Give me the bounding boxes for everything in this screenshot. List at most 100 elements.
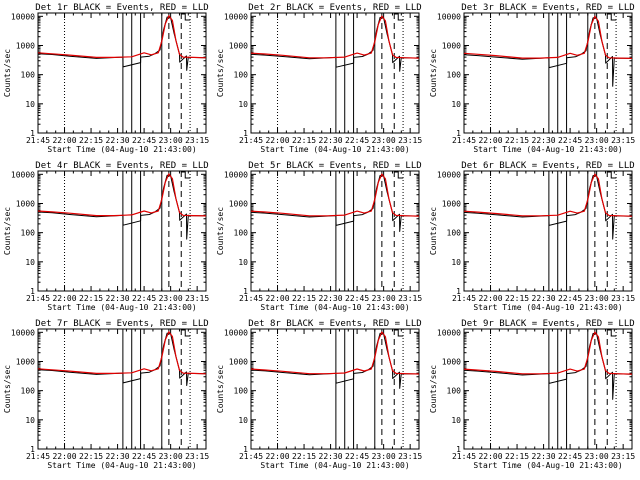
x-tick-label: 22:00	[478, 136, 502, 145]
x-tick-label: 22:15	[505, 294, 529, 303]
x-tick-label: 21:45	[26, 294, 50, 303]
x-tick-label: 23:15	[398, 294, 422, 303]
y-tick-label: 100	[234, 71, 249, 80]
x-tick-label: 21:45	[452, 136, 476, 145]
plot-frame	[463, 328, 633, 450]
y-tick-label: 1000	[16, 357, 35, 366]
x-tick-label: 22:45	[132, 294, 156, 303]
x-tick-label: 21:45	[239, 294, 263, 303]
y-tick-label: 100	[447, 229, 462, 238]
state-bracket	[181, 171, 191, 179]
x-tick-label: 23:00	[159, 452, 183, 461]
panel-title: Det 7r BLACK = Events, RED = LLD	[35, 319, 208, 329]
x-tick-label: 22:45	[558, 294, 582, 303]
y-tick-label: 10	[238, 416, 248, 425]
x-tick-label: 22:00	[478, 294, 502, 303]
plot-frame	[250, 328, 420, 450]
x-tick-label: 23:15	[611, 294, 635, 303]
x-tick-label: 23:00	[585, 136, 609, 145]
y-tick-label: 10	[25, 258, 35, 267]
x-tick-label: 22:30	[319, 294, 343, 303]
x-tick-label: 22:00	[52, 294, 76, 303]
state-bracket	[394, 329, 404, 337]
state-bracket	[394, 171, 404, 179]
y-tick-label: 100	[234, 387, 249, 396]
x-axis-label: Start Time (04-Aug-10 21:43:00)	[473, 145, 622, 154]
lld-series-line	[463, 331, 633, 375]
panel-7: Det 7r BLACK = Events, RED = LLD 1 10 100 10…	[3, 319, 209, 470]
x-tick-label: 23:00	[372, 136, 396, 145]
x-tick-label: 22:30	[106, 452, 130, 461]
x-tick-label: 23:00	[372, 294, 396, 303]
state-bracket	[394, 13, 404, 21]
x-axis-label: Start Time (04-Aug-10 21:43:00)	[260, 303, 409, 312]
x-tick-label: 22:00	[478, 452, 502, 461]
x-tick-label: 22:45	[345, 294, 369, 303]
y-tick-label: 1	[243, 287, 248, 296]
y-tick-label: 10000	[224, 328, 248, 337]
x-tick-label: 22:00	[52, 136, 76, 145]
x-tick-label: 22:15	[79, 136, 103, 145]
panel-title: Det 8r BLACK = Events, RED = LLD	[248, 319, 421, 329]
x-tick-label: 23:15	[185, 294, 209, 303]
panel-3: Det 3r BLACK = Events, RED = LLD 1 10 100 10…	[429, 3, 635, 154]
x-tick-label: 22:00	[265, 136, 289, 145]
y-tick-label: 1	[30, 445, 35, 454]
y-tick-label: 10	[238, 258, 248, 267]
x-tick-label: 21:45	[239, 136, 263, 145]
x-tick-label: 23:15	[611, 452, 635, 461]
y-tick-label: 1	[30, 287, 35, 296]
y-tick-label: 100	[234, 229, 249, 238]
state-bracket	[181, 329, 191, 337]
x-tick-label: 22:15	[292, 294, 316, 303]
panel-title: Det 6r BLACK = Events, RED = LLD	[461, 161, 634, 171]
x-tick-label: 22:30	[532, 452, 556, 461]
x-tick-label: 23:00	[159, 136, 183, 145]
panel-2: Det 2r BLACK = Events, RED = LLD 1 10 100 10…	[216, 3, 422, 154]
plot-frame	[250, 12, 420, 134]
panel-4: Det 4r BLACK = Events, RED = LLD 1 10 100 10…	[3, 161, 209, 312]
panel-title: Det 4r BLACK = Events, RED = LLD	[35, 161, 208, 171]
panel-title: Det 5r BLACK = Events, RED = LLD	[248, 161, 421, 171]
x-tick-label: 21:45	[452, 452, 476, 461]
y-tick-label: 10000	[437, 170, 461, 179]
y-tick-label: 10	[25, 100, 35, 109]
y-tick-label: 1	[456, 129, 461, 138]
plot-frame	[37, 12, 207, 134]
lld-series-line	[37, 173, 207, 217]
x-tick-label: 22:15	[79, 294, 103, 303]
x-tick-label: 22:45	[558, 452, 582, 461]
y-tick-label: 10000	[224, 170, 248, 179]
x-tick-label: 22:45	[345, 452, 369, 461]
panel-title: Det 9r BLACK = Events, RED = LLD	[461, 319, 634, 329]
x-tick-label: 23:00	[159, 294, 183, 303]
x-tick-label: 22:45	[558, 136, 582, 145]
y-tick-label: 1000	[442, 357, 461, 366]
y-tick-label: 100	[447, 387, 462, 396]
y-tick-label: 1000	[229, 41, 248, 50]
x-axis-label: Start Time (04-Aug-10 21:43:00)	[47, 303, 196, 312]
plot-frame	[37, 328, 207, 450]
y-tick-label: 1	[243, 445, 248, 454]
y-tick-label: 1000	[229, 357, 248, 366]
x-tick-label: 22:15	[79, 452, 103, 461]
x-tick-label: 22:45	[132, 136, 156, 145]
x-axis-label: Start Time (04-Aug-10 21:43:00)	[47, 461, 196, 470]
state-bracket	[181, 13, 191, 21]
y-tick-label: 1	[30, 129, 35, 138]
panel-8: Det 8r BLACK = Events, RED = LLD 1 10 100 10…	[216, 319, 422, 470]
x-tick-label: 23:00	[585, 452, 609, 461]
panel-9: Det 9r BLACK = Events, RED = LLD 1 10 100 10…	[429, 319, 635, 470]
x-tick-label: 23:15	[185, 452, 209, 461]
x-tick-label: 22:30	[106, 294, 130, 303]
lld-series-line	[250, 331, 420, 375]
x-tick-label: 21:45	[26, 136, 50, 145]
plot-frame	[37, 170, 207, 292]
x-axis-label: Start Time (04-Aug-10 21:43:00)	[473, 461, 622, 470]
x-tick-label: 22:00	[265, 294, 289, 303]
y-axis-label: Counts/sec	[429, 207, 438, 255]
x-tick-label: 22:00	[265, 452, 289, 461]
x-tick-label: 23:00	[372, 452, 396, 461]
y-tick-label: 1	[243, 129, 248, 138]
x-tick-label: 22:30	[532, 136, 556, 145]
